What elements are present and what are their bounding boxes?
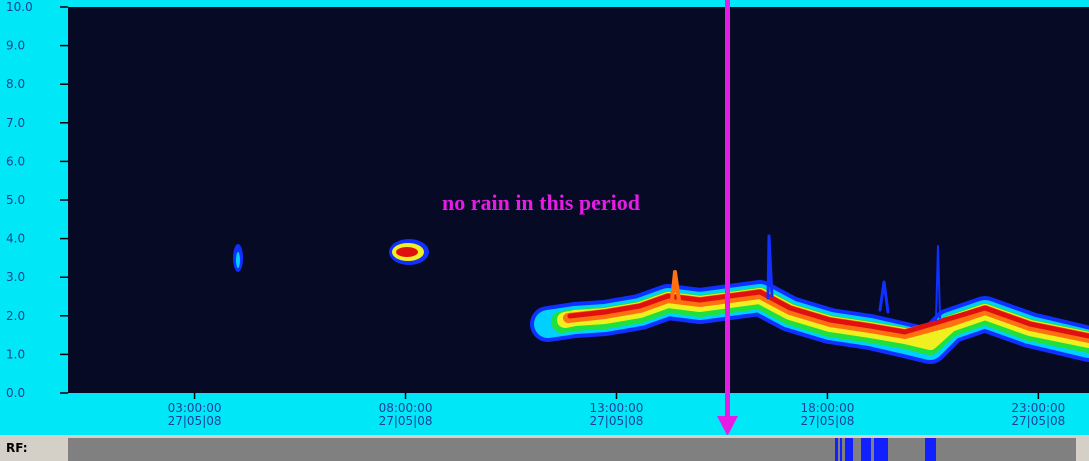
x-tick-label: 18:00:00 xyxy=(800,401,854,415)
y-tick-label: 7.0 xyxy=(6,116,25,130)
x-tick-date: 27|05|08 xyxy=(590,414,644,428)
rf-bar xyxy=(68,438,1076,461)
y-tick-label: 2.0 xyxy=(6,309,25,323)
y-tick-label: 4.0 xyxy=(6,232,25,246)
axes: 0.0 1.0 2.0 3.0 4.0 5.0 6.0 7.0 8.0 9.0 10.0 03:00:… xyxy=(6,0,1065,428)
x-tick-label: 08:00:00 xyxy=(379,401,433,415)
y-tick-label: 5.0 xyxy=(6,193,25,207)
x-tick-date: 27|05|08 xyxy=(800,414,854,428)
y-tick-label: 3.0 xyxy=(6,270,25,284)
radar-echo xyxy=(233,234,1089,364)
y-tick-label: 8.0 xyxy=(6,77,25,91)
echo-blob xyxy=(233,239,429,272)
y-tick-label: 0.0 xyxy=(6,386,25,400)
x-tick-label: 13:00:00 xyxy=(590,401,644,415)
y-tick-label: 10.0 xyxy=(6,0,33,14)
rf-label: RF: xyxy=(6,441,28,455)
x-tick-date: 27|05|08 xyxy=(1011,414,1065,428)
annotation: no rain in this period xyxy=(442,190,640,215)
x-tick-date: 27|05|08 xyxy=(168,414,222,428)
y-tick-label: 6.0 xyxy=(6,154,25,168)
rf-events xyxy=(835,438,936,461)
y-tick-label: 9.0 xyxy=(6,39,25,53)
y-tick-label: 1.0 xyxy=(6,347,25,361)
x-tick-date: 27|05|08 xyxy=(379,414,433,428)
marker-arrow xyxy=(717,0,738,436)
echo-band xyxy=(530,234,1089,364)
x-tick-label: 03:00:00 xyxy=(168,401,222,415)
x-tick-label: 23:00:00 xyxy=(1011,401,1065,415)
